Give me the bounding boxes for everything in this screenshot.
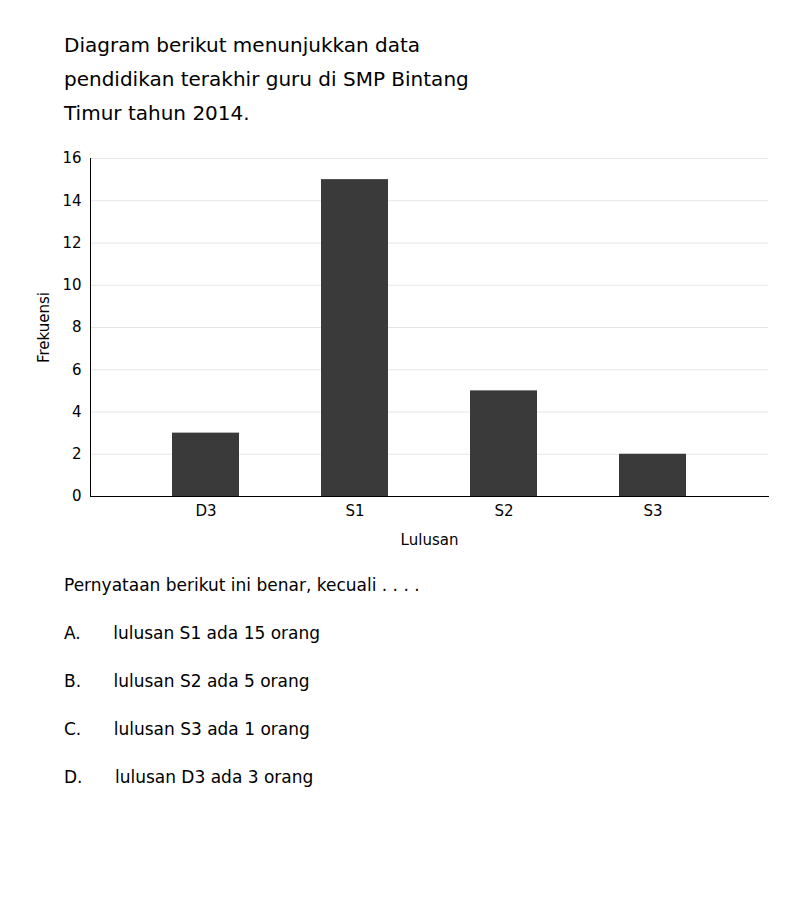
svg-text:12: 12 — [62, 234, 81, 252]
svg-text:16: 16 — [62, 149, 81, 167]
html-text:C. lulusan S3 ada 1 orang: C. lulusan S3 ada 1 orang — [64, 719, 310, 739]
svg-text:2: 2 — [72, 445, 82, 463]
html-text:A. lulusan S1 ada 15 orang: A. lulusan S1 ada 15 orang — [64, 623, 321, 643]
html-text:Diagram berikut menunjukkan da: Diagram berikut menunjukkan data — [64, 33, 420, 57]
html-text:B. lulusan S2 ada 5 orang: B. lulusan S2 ada 5 orang — [64, 671, 310, 691]
svg-text:8: 8 — [72, 318, 82, 336]
svg-text:Frekuensi: Frekuensi — [35, 292, 53, 363]
html-text:Pernyataan berikut ini benar,: Pernyataan berikut ini benar, kecuali . … — [64, 575, 420, 595]
svg-text:D3: D3 — [195, 502, 216, 520]
html-text:Timur tahun 2014.: Timur tahun 2014. — [64, 101, 250, 125]
svg-text:S1: S1 — [345, 502, 364, 520]
svg-text:6: 6 — [72, 361, 82, 379]
svg-text:Lulusan: Lulusan — [401, 531, 459, 549]
svg-text:14: 14 — [62, 192, 81, 210]
svg-text:4: 4 — [72, 403, 82, 421]
svg-text:10: 10 — [62, 276, 81, 294]
svg-text:0: 0 — [72, 487, 82, 505]
svg-text:S3: S3 — [643, 502, 662, 520]
svg-text:S2: S2 — [494, 502, 513, 520]
html-text:D. lulusan D3 ada 3 orang: D. lulusan D3 ada 3 orang — [64, 767, 314, 787]
html-text:pendidikan terakhir guru di SM: pendidikan terakhir guru di SMP Bintang — [64, 67, 469, 91]
